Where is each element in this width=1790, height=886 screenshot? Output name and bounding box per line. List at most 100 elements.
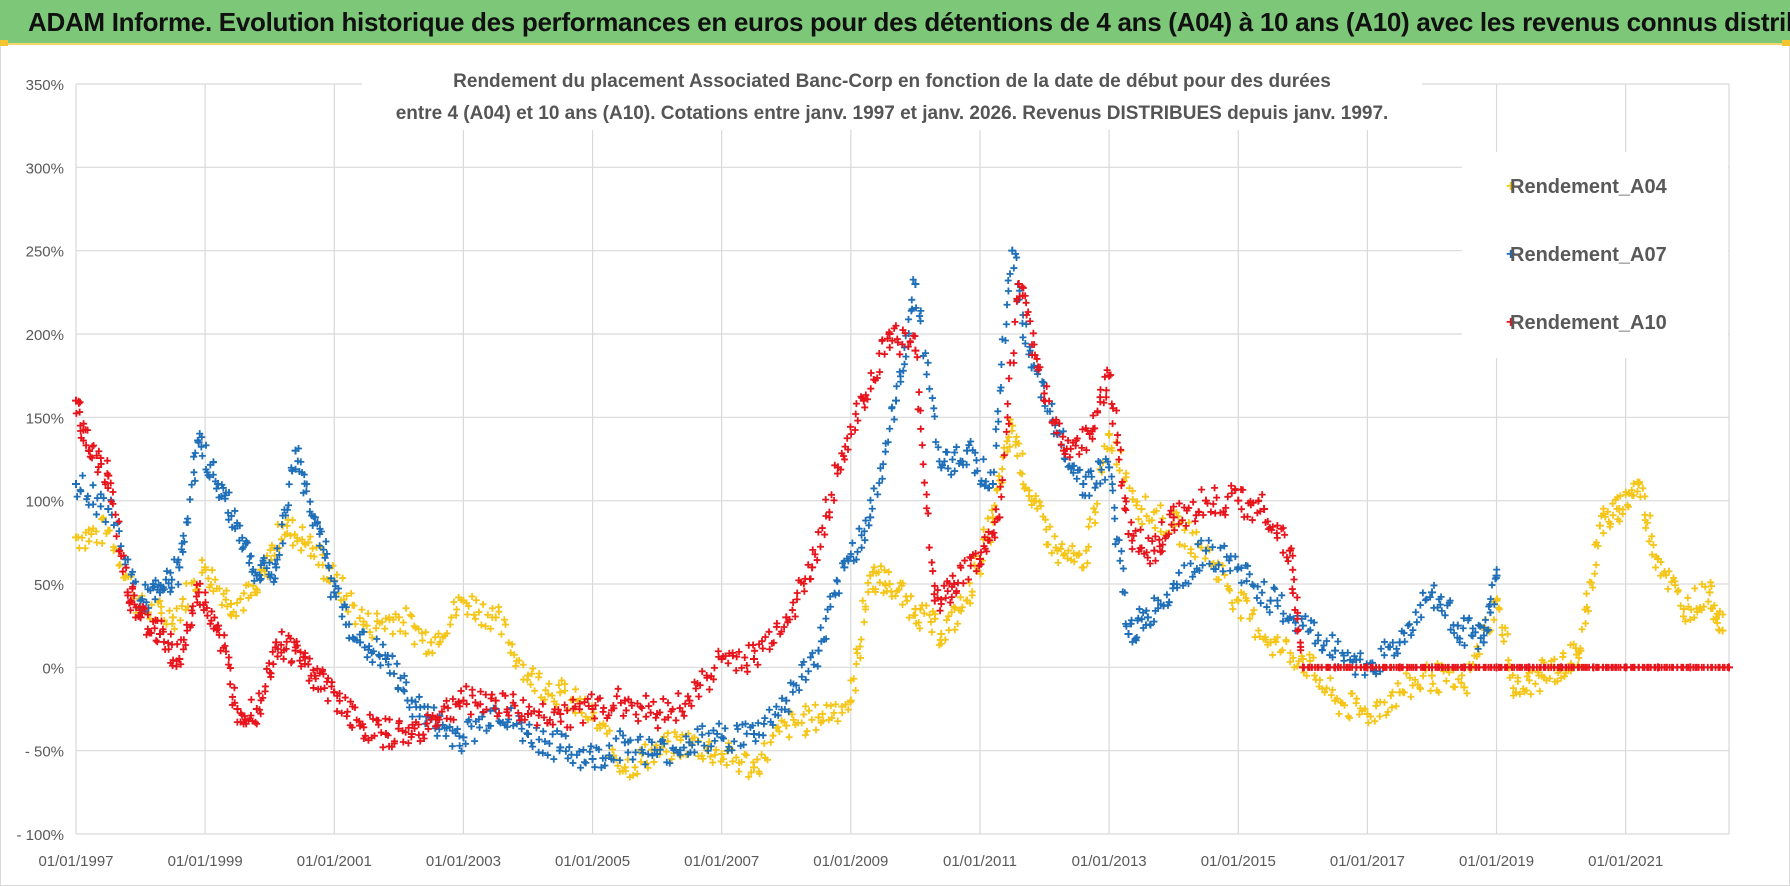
data-point <box>1137 505 1146 513</box>
data-point-fill <box>452 729 460 737</box>
data-point-fill <box>1311 672 1319 680</box>
data-point-fill <box>476 723 484 731</box>
data-point-fill <box>817 543 825 551</box>
data-point-fill <box>394 685 402 693</box>
data-point-fill <box>1495 605 1503 613</box>
data-point-fill <box>729 757 737 765</box>
data-point <box>1234 496 1243 505</box>
data-point-fill <box>1416 601 1424 609</box>
data-point-fill <box>1184 580 1192 588</box>
data-point-fill <box>932 438 940 446</box>
data-point-fill <box>363 653 371 661</box>
data-point-fill <box>399 618 407 626</box>
data-point-fill <box>899 579 907 587</box>
data-point-fill <box>964 575 972 583</box>
data-point-fill <box>1138 544 1146 552</box>
data-point <box>1266 596 1275 605</box>
data-point-fill <box>477 621 485 629</box>
data-point-fill <box>1004 413 1012 421</box>
data-point-fill <box>1459 624 1467 632</box>
data-point-fill <box>846 423 854 431</box>
data-point-fill <box>944 587 952 595</box>
data-point-fill <box>1221 511 1229 519</box>
data-point-fill <box>1289 589 1297 597</box>
data-point-fill <box>450 598 458 606</box>
data-point-fill <box>411 724 419 732</box>
data-point <box>1427 671 1436 680</box>
data-point-fill <box>805 707 813 715</box>
data-point-fill <box>468 592 476 600</box>
data-point-fill <box>622 767 630 775</box>
data-point-fill <box>695 693 703 701</box>
data-point-fill <box>1083 559 1091 567</box>
data-point-fill <box>379 641 387 649</box>
data-point-fill <box>758 637 766 645</box>
data-point-fill <box>528 670 536 678</box>
data-point-fill <box>351 704 359 712</box>
data-point-fill <box>612 735 620 743</box>
data-point-fill <box>1091 508 1099 516</box>
data-point-fill <box>1189 573 1197 581</box>
data-point-fill <box>408 612 416 620</box>
data-point <box>523 671 532 680</box>
data-point-fill <box>735 767 743 775</box>
data-point-fill <box>561 701 569 709</box>
data-point-fill <box>1209 500 1217 508</box>
data-point-fill <box>410 640 418 648</box>
data-point-fill <box>682 732 690 740</box>
data-point-fill <box>366 628 374 636</box>
data-point-fill <box>1576 644 1584 652</box>
data-point-fill <box>908 296 916 304</box>
data-point-fill <box>76 398 84 406</box>
data-point-fill <box>830 496 838 504</box>
data-point <box>523 730 532 738</box>
data-point-fill <box>84 492 92 500</box>
data-point-fill <box>928 558 936 566</box>
data-point-fill <box>450 716 458 724</box>
data-point-fill <box>1456 638 1464 646</box>
data-point <box>1260 505 1269 513</box>
data-point-fill <box>144 625 152 633</box>
data-point-fill <box>1229 605 1237 613</box>
data-point-fill <box>132 578 140 586</box>
data-point-fill <box>230 608 238 616</box>
data-point-fill <box>886 425 894 433</box>
y-tick-label: 350% <box>26 77 64 94</box>
data-point-fill <box>1013 254 1021 262</box>
data-point-fill <box>1237 505 1245 513</box>
data-point <box>556 688 565 697</box>
data-point-fill <box>422 628 430 636</box>
data-point-fill <box>985 484 993 492</box>
data-point-fill <box>98 539 106 547</box>
data-point-fill <box>945 612 953 620</box>
data-point-fill <box>878 337 886 345</box>
data-point-fill <box>545 680 553 688</box>
data-point-fill <box>733 722 741 730</box>
data-point-fill <box>883 335 891 343</box>
data-point-fill <box>1152 507 1160 515</box>
data-point-fill <box>1132 527 1140 535</box>
data-point-fill <box>1446 597 1454 605</box>
data-point-fill <box>282 511 290 519</box>
data-point-fill <box>1329 653 1337 661</box>
data-point-fill <box>342 603 350 611</box>
data-point-fill <box>376 661 384 669</box>
data-point-fill <box>214 625 222 633</box>
data-point-fill <box>304 660 312 668</box>
data-point-fill <box>250 577 258 585</box>
data-point-fill <box>959 457 967 465</box>
data-point-fill <box>844 706 852 714</box>
data-point-fill <box>664 713 672 721</box>
data-point-fill <box>396 627 404 635</box>
data-point <box>123 588 132 597</box>
data-point-fill <box>159 625 167 633</box>
data-point-fill <box>165 645 173 653</box>
data-point-fill <box>495 709 503 717</box>
data-point-fill <box>408 713 416 721</box>
data-point-fill <box>1130 532 1138 540</box>
data-point-fill <box>253 586 261 594</box>
data-point-fill <box>217 493 225 501</box>
data-point-fill <box>509 690 517 698</box>
data-point-fill <box>834 717 842 725</box>
data-point-fill <box>190 577 198 585</box>
